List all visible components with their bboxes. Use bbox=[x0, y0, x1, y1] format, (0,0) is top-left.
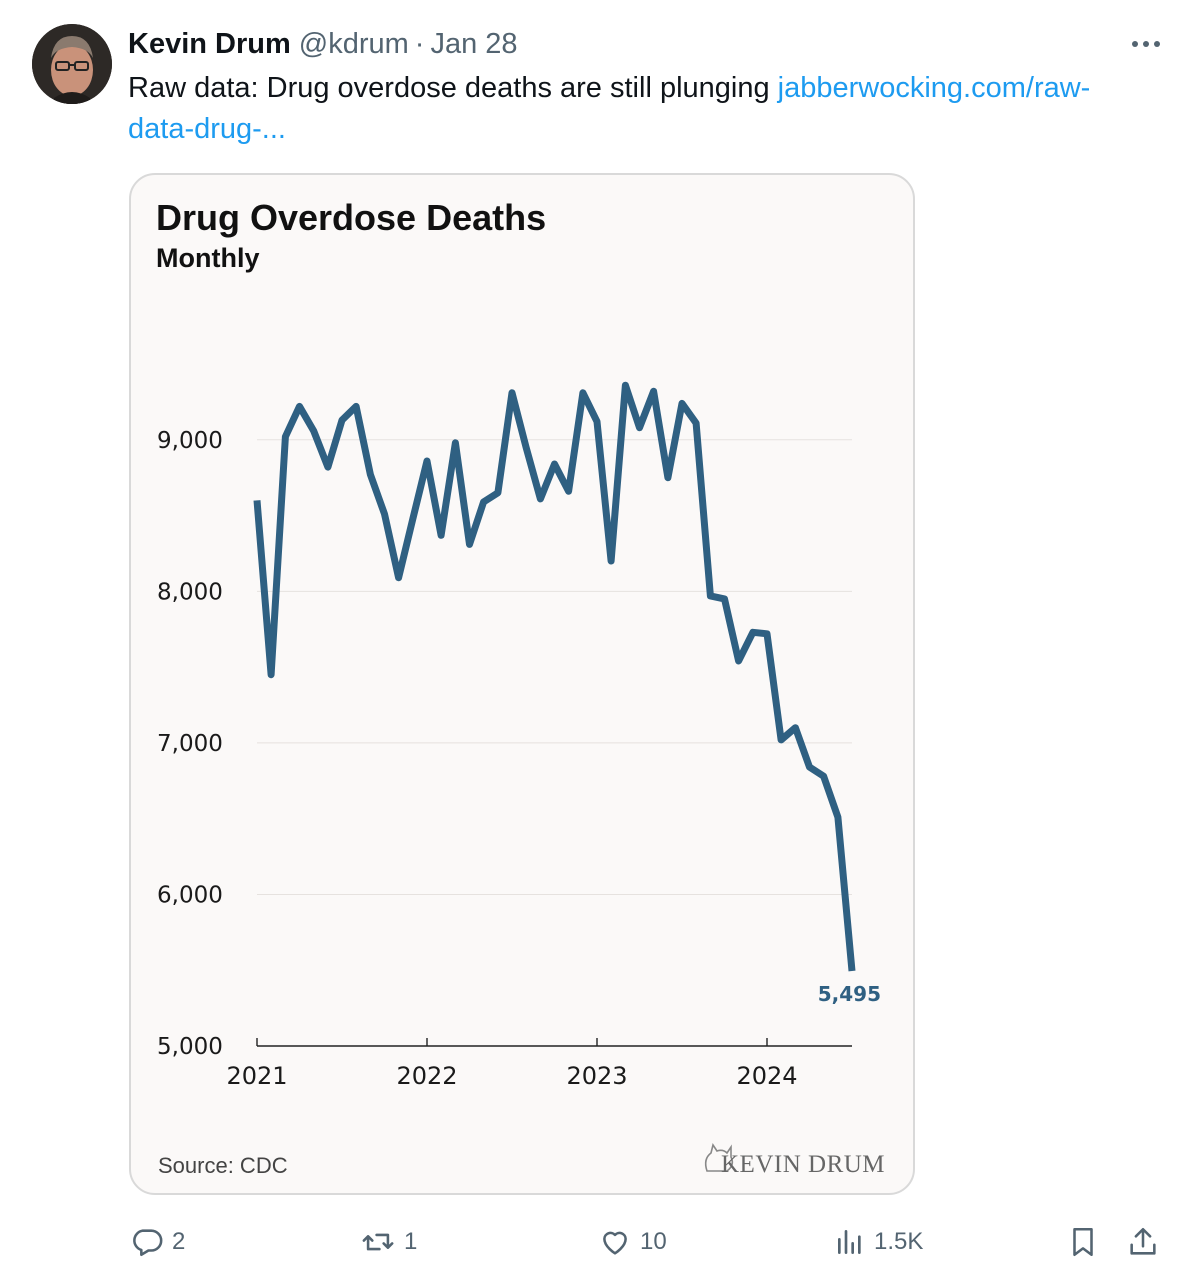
chart-subtitle: Monthly bbox=[156, 243, 260, 273]
avatar-image bbox=[32, 24, 112, 104]
bookmark-icon bbox=[1073, 1227, 1093, 1257]
like-icon bbox=[603, 1231, 627, 1255]
view-count: 1.5K bbox=[874, 1228, 924, 1255]
repost-icon bbox=[362, 1233, 394, 1251]
share-button[interactable] bbox=[1126, 1220, 1160, 1264]
author-handle[interactable]: @kdrum bbox=[298, 27, 409, 60]
y-tick-label: 8,000 bbox=[157, 579, 223, 605]
tweet-link[interactable]: jabberwocking.com/raw-data-drug-... bbox=[128, 72, 1091, 145]
x-tick-label: 2021 bbox=[226, 1062, 287, 1090]
y-tick-label: 9,000 bbox=[157, 428, 223, 454]
media-card[interactable]: 5,000 6,000 7,000 8,000 9,000 2021 2022 2023 202… bbox=[129, 173, 915, 1195]
brand-logo: KEVIN DRUM bbox=[699, 1133, 889, 1183]
like-count: 10 bbox=[640, 1228, 667, 1255]
action-bar: 2 1 10 1.5K bbox=[0, 1220, 1196, 1264]
tweet-date[interactable]: Jan 28 bbox=[430, 27, 518, 60]
avatar[interactable] bbox=[32, 24, 112, 104]
separator: · bbox=[414, 27, 425, 60]
author-name[interactable]: Kevin Drum bbox=[128, 27, 291, 60]
views-button[interactable]: 1.5K bbox=[834, 1220, 923, 1264]
cat-icon bbox=[704, 1143, 734, 1172]
bookmark-button[interactable] bbox=[1066, 1220, 1100, 1264]
series-line bbox=[253, 381, 856, 972]
reply-icon bbox=[133, 1229, 163, 1257]
reply-button[interactable]: 2 bbox=[130, 1220, 185, 1264]
like-button[interactable]: 10 bbox=[598, 1220, 667, 1264]
end-value-label: 5,495 bbox=[818, 982, 881, 1006]
chart-title: Drug Overdose Deaths bbox=[156, 197, 547, 238]
y-tick-label: 5,000 bbox=[157, 1034, 223, 1060]
share-icon bbox=[1130, 1227, 1156, 1255]
reply-count: 2 bbox=[172, 1228, 186, 1255]
tweet-header: Kevin Drum @kdrum · Jan 28 bbox=[128, 26, 518, 62]
repost-button[interactable]: 1 bbox=[360, 1220, 417, 1264]
tweet-body: Raw data: Drug overdose deaths are still… bbox=[128, 72, 778, 104]
y-tick-label: 6,000 bbox=[157, 882, 223, 908]
x-tick-label: 2024 bbox=[736, 1062, 797, 1090]
brand-name: KEVIN DRUM bbox=[721, 1151, 886, 1178]
x-tick-label: 2023 bbox=[566, 1062, 627, 1090]
views-icon bbox=[838, 1230, 861, 1254]
more-icon[interactable] bbox=[1126, 28, 1166, 60]
y-tick-label: 7,000 bbox=[157, 731, 223, 757]
line-chart: 5,000 6,000 7,000 8,000 9,000 2021 2022 2023 202… bbox=[157, 381, 881, 1090]
tweet-text: Raw data: Drug overdose deaths are still… bbox=[128, 68, 1168, 150]
repost-count: 1 bbox=[404, 1228, 418, 1255]
x-tick-label: 2022 bbox=[396, 1062, 457, 1090]
chart-source: Source: CDC bbox=[158, 1153, 288, 1178]
